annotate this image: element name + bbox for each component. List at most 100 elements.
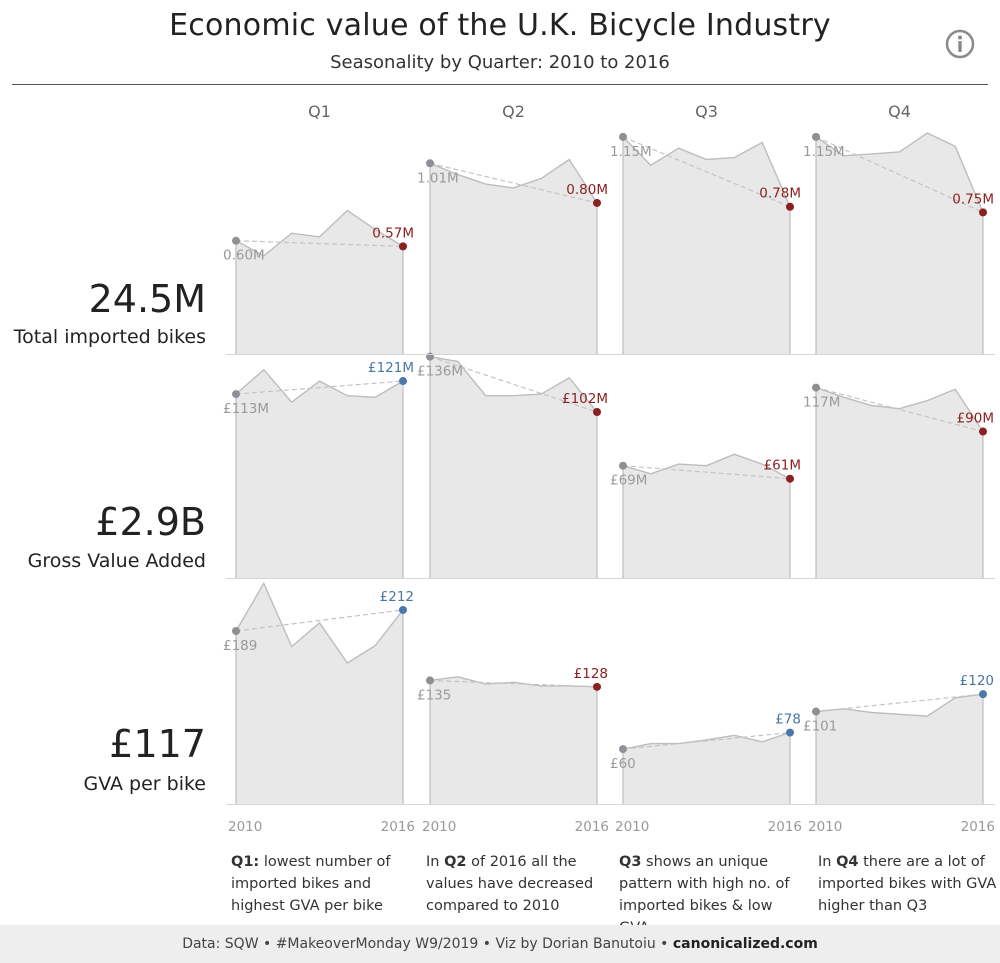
area-gva-per-bike-q2 [430, 676, 597, 804]
series-line-gva-q2 [429, 355, 598, 413]
end-label-imported-bikes-q3: 0.78M [759, 186, 801, 202]
column-header-q2: Q2 [502, 102, 525, 121]
note-q2-text: of 2016 all the values have decreased co… [426, 854, 594, 914]
start-point-gva-q3 [619, 461, 627, 470]
note-q4-bold: Q4 [836, 854, 859, 870]
end-label-gva-per-bike-q3: £78 [775, 712, 801, 728]
x-tick-start-q4: 2010 [808, 819, 842, 835]
trend-line-imported-bikes-q3 [622, 136, 791, 208]
area-gva-q3 [623, 454, 790, 578]
x-tick-end-q2: 2016 [575, 819, 609, 835]
start-label-gva-per-bike-q3: £60 [610, 756, 636, 772]
series-line-gva-q1 [235, 368, 404, 404]
end-point-gva-q2 [593, 407, 601, 416]
start-label-imported-bikes-q2: 1.01M [417, 170, 459, 186]
series-line-gva-per-bike-q1 [235, 581, 404, 664]
start-label-gva-per-bike-q4: £101 [803, 719, 837, 735]
end-point-gva-per-bike-q4 [979, 690, 987, 699]
start-point-gva-q2 [426, 352, 434, 361]
kpi-value-imported-bikes: 24.5M [88, 277, 206, 321]
trend-line-gva-q2 [429, 356, 598, 413]
area-imported-bikes-q4 [816, 133, 983, 354]
footer-credits: Data: SQW • #MakeoverMonday W9/2019 • Vi… [0, 925, 1000, 963]
end-point-gva-q1 [399, 377, 407, 386]
x-tick-end-q4: 2016 [961, 819, 995, 835]
series-line-gva-per-bike-q3 [622, 731, 791, 750]
end-label-gva-per-bike-q1: £212 [380, 589, 414, 605]
end-label-gva-q2: £102M [562, 391, 608, 407]
note-q2: In Q2 of 2016 all the values have decrea… [426, 851, 606, 917]
end-label-gva-per-bike-q2: £128 [574, 666, 608, 682]
start-label-imported-bikes-q4: 1.15M [803, 144, 845, 160]
area-imported-bikes-q2 [430, 159, 597, 354]
area-gva-q4 [816, 387, 983, 578]
note-q4: In Q4 there are a lot of imported bikes … [818, 851, 998, 917]
trend-line-gva-per-bike-q1 [235, 609, 404, 632]
trend-line-gva-q1 [235, 380, 404, 395]
area-imported-bikes-q1 [236, 210, 403, 354]
note-q4-text: there are a lot of imported bikes with G… [818, 854, 997, 914]
area-gva-per-bike-q1 [236, 583, 403, 804]
x-tick-start-q2: 2010 [422, 819, 456, 835]
kpi-label-gva: Gross Value Added [27, 550, 206, 572]
area-imported-bikes-q3 [623, 136, 790, 354]
start-point-imported-bikes-q3 [619, 132, 627, 141]
end-point-imported-bikes-q3 [786, 202, 794, 211]
column-header-q4: Q4 [888, 102, 911, 121]
info-circle-icon[interactable] [945, 29, 975, 59]
area-gva-per-bike-q3 [623, 732, 790, 804]
start-point-gva-per-bike-q4 [812, 707, 820, 716]
end-point-gva-per-bike-q3 [786, 728, 794, 737]
start-point-gva-per-bike-q1 [232, 626, 240, 635]
note-q2-bold: Q2 [444, 854, 467, 870]
end-point-gva-per-bike-q1 [399, 605, 407, 614]
start-label-gva-q2: £136M [417, 364, 463, 380]
kpi-label-imported-bikes: Total imported bikes [13, 326, 206, 348]
trend-line-gva-per-bike-q2 [429, 679, 598, 688]
footer-text: Data: SQW • #MakeoverMonday W9/2019 • Vi… [182, 936, 673, 952]
kpi-label-gva-per-bike: GVA per bike [83, 773, 207, 795]
kpi-value-gva-per-bike: £117 [109, 722, 206, 766]
end-point-imported-bikes-q4 [979, 208, 987, 217]
trend-line-imported-bikes-q4 [815, 136, 984, 213]
note-q3: Q3 shows an unique pattern with high no.… [619, 851, 799, 939]
series-line-imported-bikes-q2 [429, 158, 598, 204]
start-label-imported-bikes-q1: 0.60M [223, 248, 265, 264]
page-title: Economic value of the U.K. Bicycle Indus… [169, 8, 831, 43]
series-line-imported-bikes-q1 [235, 209, 404, 257]
area-gva-q1 [236, 369, 403, 578]
end-label-gva-per-bike-q4: £120 [960, 673, 994, 689]
area-gva-per-bike-q4 [816, 694, 983, 804]
end-label-gva-q4: £90M [957, 411, 994, 427]
end-point-gva-q4 [979, 427, 987, 436]
x-tick-start-q1: 2010 [228, 819, 262, 835]
start-point-imported-bikes-q4 [812, 132, 820, 141]
note-q1-text: lowest number of imported bikes and high… [231, 854, 391, 914]
trend-line-gva-per-bike-q3 [622, 732, 791, 750]
end-point-imported-bikes-q1 [399, 242, 407, 251]
kpi-value-gva: £2.9B [95, 500, 206, 544]
note-q4-lead: In [818, 854, 837, 870]
start-point-imported-bikes-q2 [426, 159, 434, 168]
x-tick-start-q3: 2010 [615, 819, 649, 835]
start-label-imported-bikes-q3: 1.15M [610, 144, 652, 160]
footer-site-link[interactable]: canonicalized.com [672, 936, 818, 952]
start-label-gva-q4: 117M [803, 395, 840, 411]
column-header-q1: Q1 [308, 102, 331, 121]
end-label-imported-bikes-q2: 0.80M [566, 182, 608, 198]
note-q3-bold: Q3 [619, 854, 642, 870]
area-gva-q2 [430, 356, 597, 578]
series-line-gva-q4 [815, 386, 984, 432]
end-point-gva-per-bike-q2 [593, 682, 601, 691]
end-label-imported-bikes-q1: 0.57M [372, 225, 414, 241]
trend-line-gva-per-bike-q4 [815, 693, 984, 713]
start-point-gva-per-bike-q3 [619, 745, 627, 754]
end-label-gva-q3: £61M [764, 458, 801, 474]
series-line-imported-bikes-q3 [622, 136, 791, 207]
note-q2-lead: In [426, 854, 445, 870]
trend-line-imported-bikes-q2 [429, 162, 598, 204]
start-point-gva-per-bike-q2 [426, 676, 434, 685]
end-point-gva-q3 [786, 474, 794, 483]
start-label-gva-q3: £69M [610, 473, 647, 489]
end-label-imported-bikes-q4: 0.75M [952, 191, 994, 207]
